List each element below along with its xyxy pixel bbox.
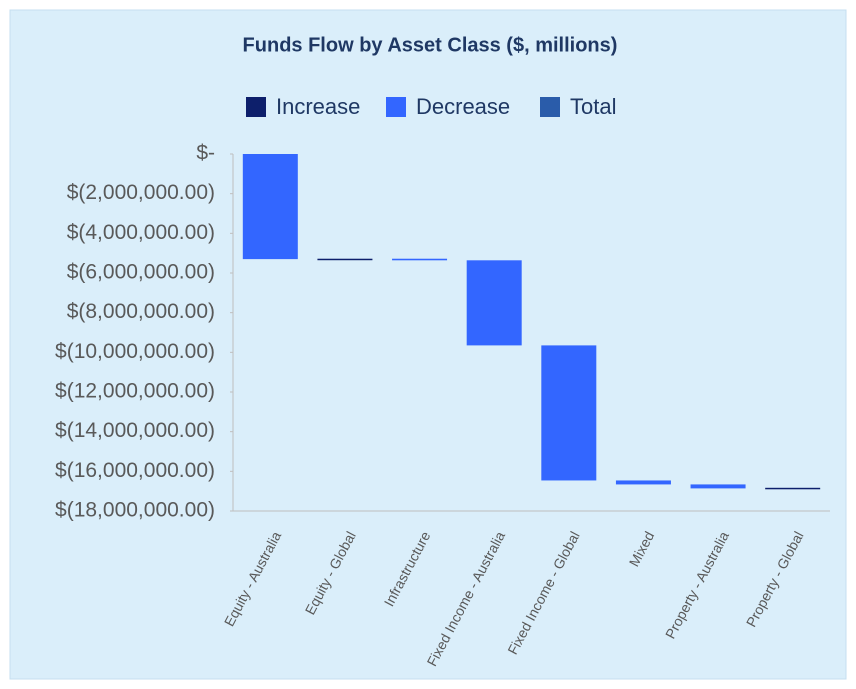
bar xyxy=(317,258,373,261)
bar xyxy=(466,260,522,346)
y-tick-label: $(12,000,000.00) xyxy=(55,380,215,403)
bar xyxy=(541,345,597,481)
bar xyxy=(690,484,746,489)
bar xyxy=(615,480,671,485)
legend-swatch xyxy=(540,97,560,117)
legend-label: Total xyxy=(570,94,616,119)
y-tick-label: $- xyxy=(196,142,215,165)
chart-title: Funds Flow by Asset Class ($, millions) xyxy=(243,34,618,56)
legend-label: Increase xyxy=(276,94,360,119)
bar xyxy=(765,487,821,490)
y-tick-label: $(4,000,000.00) xyxy=(67,221,215,244)
y-tick-label: $(10,000,000.00) xyxy=(55,340,215,363)
y-tick-label: $(14,000,000.00) xyxy=(55,419,215,442)
y-tick-label: $(16,000,000.00) xyxy=(55,459,215,482)
legend-swatch xyxy=(246,97,266,117)
chart-background xyxy=(9,9,847,680)
y-tick-label: $(6,000,000.00) xyxy=(67,261,215,284)
bar xyxy=(242,154,298,260)
y-tick-label: $(18,000,000.00) xyxy=(55,499,215,522)
legend-label: Decrease xyxy=(416,94,510,119)
legend-swatch xyxy=(386,97,406,117)
bar xyxy=(392,258,448,261)
y-tick-label: $(2,000,000.00) xyxy=(67,181,215,204)
y-tick-label: $(8,000,000.00) xyxy=(67,300,215,323)
